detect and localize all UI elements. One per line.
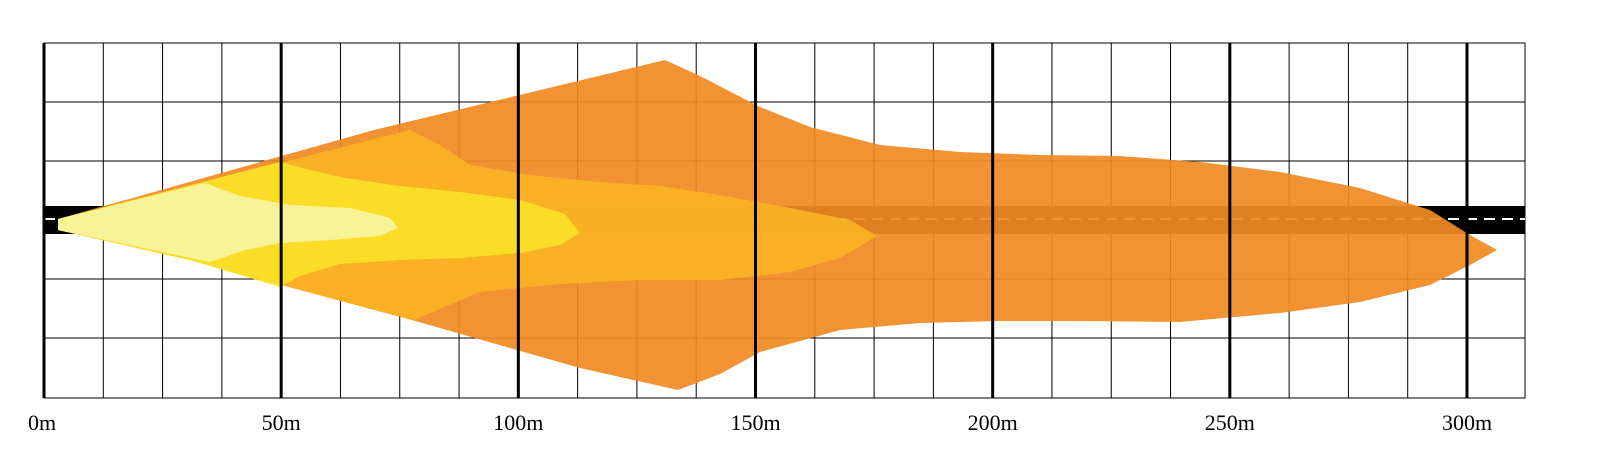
beam-zones (58, 60, 1497, 390)
x-axis-tick-labels: 0m 50m 100m 150m 200m 250m 300m (28, 410, 1492, 435)
x-tick-label: 250m (1205, 410, 1255, 435)
x-tick-label: 100m (493, 410, 543, 435)
zone-core (58, 183, 398, 262)
x-tick-label: 50m (262, 410, 301, 435)
x-tick-label: 0m (28, 410, 56, 435)
x-tick-label: 150m (730, 410, 780, 435)
x-tick-label: 200m (968, 410, 1018, 435)
x-tick-label: 300m (1442, 410, 1492, 435)
major-grid (42, 43, 1469, 398)
